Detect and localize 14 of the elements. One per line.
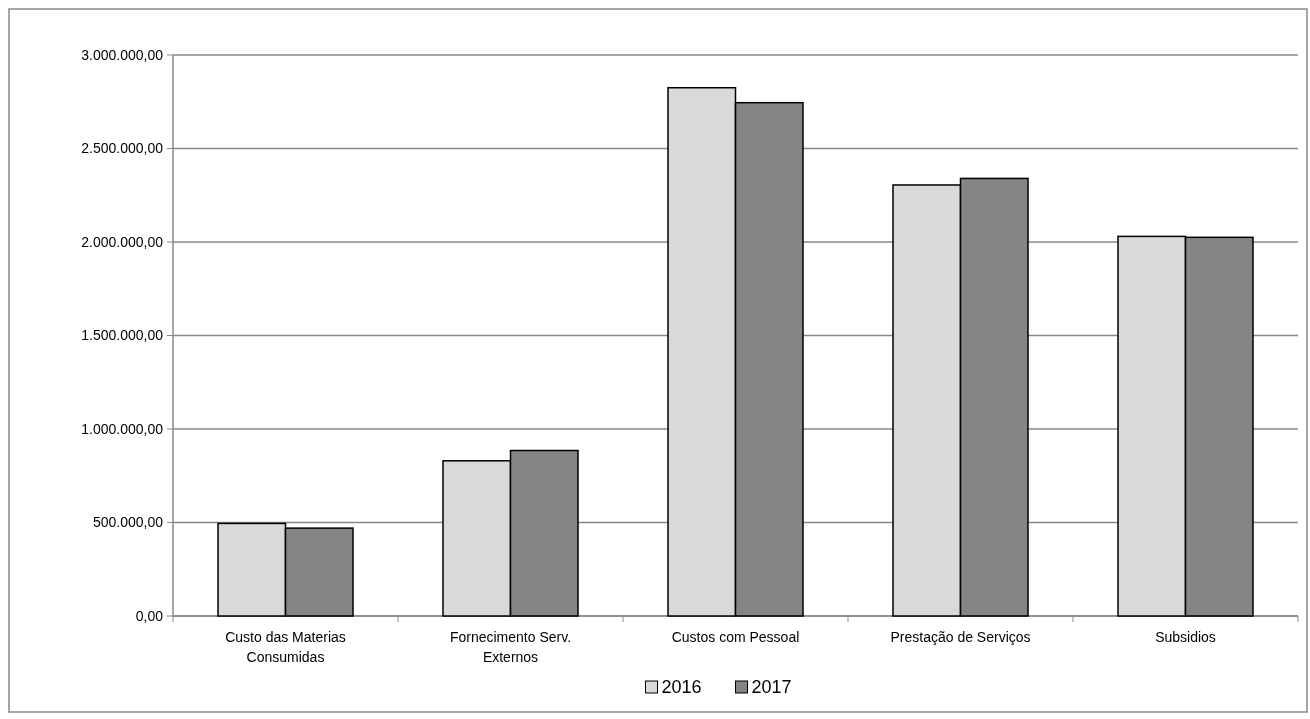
legend-label: 2017 bbox=[751, 677, 792, 697]
y-tick-label: 2.500.000,00 bbox=[81, 140, 164, 157]
x-tick-label: Fornecimento Serv. Externos bbox=[449, 629, 572, 665]
y-tick-label: 2.000.000,00 bbox=[81, 233, 164, 250]
y-tick-label: 500.000,00 bbox=[92, 514, 164, 531]
x-tick-label: Custos com Pessoal bbox=[671, 629, 800, 645]
y-tick-label: 3.000.000,00 bbox=[81, 46, 164, 63]
x-tick-label: Subsidios bbox=[1155, 629, 1216, 645]
x-tick-label: Custo das Materias Consumidas bbox=[225, 629, 346, 665]
y-tick-label: 1.000.000,00 bbox=[81, 420, 164, 437]
y-tick-label: 0,00 bbox=[135, 607, 164, 624]
x-tick-label: Prestação de Serviços bbox=[890, 629, 1031, 645]
y-tick-label: 1.500.000,00 bbox=[81, 327, 164, 344]
legend-label: 2016 bbox=[661, 677, 702, 697]
